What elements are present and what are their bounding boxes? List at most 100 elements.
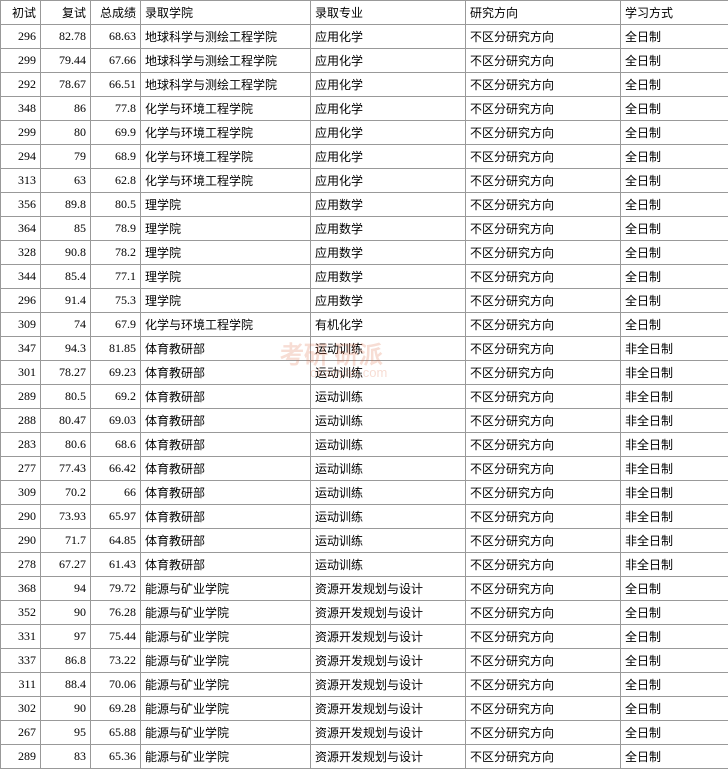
cell-fangshi: 非全日制 [621, 385, 728, 409]
cell-xueyuan: 化学与环境工程学院 [141, 97, 311, 121]
cell-chushi: 313 [1, 169, 41, 193]
cell-chushi: 328 [1, 241, 41, 265]
cell-zhuanye: 应用数学 [311, 241, 466, 265]
cell-fangshi: 非全日制 [621, 361, 728, 385]
cell-zhuanye: 应用化学 [311, 169, 466, 193]
cell-zong: 76.28 [91, 601, 141, 625]
cell-fushi: 79.44 [41, 49, 91, 73]
cell-zhuanye: 运动训练 [311, 433, 466, 457]
cell-fushi: 71.7 [41, 529, 91, 553]
cell-fangshi: 非全日制 [621, 433, 728, 457]
cell-zong: 68.6 [91, 433, 141, 457]
cell-zong: 75.3 [91, 289, 141, 313]
cell-chushi: 292 [1, 73, 41, 97]
cell-zhuanye: 运动训练 [311, 361, 466, 385]
table-row: 33786.873.22能源与矿业学院资源开发规划与设计不区分研究方向全日制 [1, 649, 728, 673]
cell-zhuanye: 运动训练 [311, 529, 466, 553]
cell-fangshi: 全日制 [621, 697, 728, 721]
cell-fushi: 94 [41, 577, 91, 601]
cell-chushi: 290 [1, 505, 41, 529]
cell-fushi: 90 [41, 697, 91, 721]
cell-fangshi: 非全日制 [621, 409, 728, 433]
cell-fushi: 85 [41, 217, 91, 241]
cell-fushi: 97 [41, 625, 91, 649]
cell-xueyuan: 体育教研部 [141, 409, 311, 433]
table-row: 29691.475.3理学院应用数学不区分研究方向全日制 [1, 289, 728, 313]
column-header-zhuanye: 录取专业 [311, 1, 466, 25]
cell-fushi: 80 [41, 121, 91, 145]
table-row: 34485.477.1理学院应用数学不区分研究方向全日制 [1, 265, 728, 289]
cell-fangxiang: 不区分研究方向 [466, 457, 621, 481]
cell-fangshi: 全日制 [621, 121, 728, 145]
cell-zhuanye: 运动训练 [311, 337, 466, 361]
cell-fangshi: 全日制 [621, 217, 728, 241]
cell-chushi: 283 [1, 433, 41, 457]
cell-fushi: 86 [41, 97, 91, 121]
cell-fangxiang: 不区分研究方向 [466, 433, 621, 457]
cell-xueyuan: 地球科学与测绘工程学院 [141, 49, 311, 73]
cell-fangshi: 全日制 [621, 721, 728, 745]
cell-zong: 69.9 [91, 121, 141, 145]
cell-fangxiang: 不区分研究方向 [466, 385, 621, 409]
cell-chushi: 294 [1, 145, 41, 169]
cell-xueyuan: 能源与矿业学院 [141, 745, 311, 769]
cell-zhuanye: 有机化学 [311, 313, 466, 337]
table-row: 27777.4366.42体育教研部运动训练不区分研究方向非全日制 [1, 457, 728, 481]
cell-zhuanye: 资源开发规划与设计 [311, 649, 466, 673]
cell-zong: 69.23 [91, 361, 141, 385]
cell-fushi: 80.6 [41, 433, 91, 457]
cell-fangxiang: 不区分研究方向 [466, 313, 621, 337]
cell-chushi: 296 [1, 25, 41, 49]
table-row: 2679565.88能源与矿业学院资源开发规划与设计不区分研究方向全日制 [1, 721, 728, 745]
cell-fushi: 83 [41, 745, 91, 769]
cell-chushi: 278 [1, 553, 41, 577]
cell-fushi: 78.27 [41, 361, 91, 385]
cell-fangshi: 全日制 [621, 289, 728, 313]
cell-fushi: 80.47 [41, 409, 91, 433]
cell-zong: 62.8 [91, 169, 141, 193]
cell-fangxiang: 不区分研究方向 [466, 625, 621, 649]
cell-xueyuan: 体育教研部 [141, 529, 311, 553]
cell-xueyuan: 理学院 [141, 217, 311, 241]
cell-zhuanye: 应用化学 [311, 25, 466, 49]
cell-zhuanye: 运动训练 [311, 481, 466, 505]
cell-fangxiang: 不区分研究方向 [466, 697, 621, 721]
table-row: 31188.470.06能源与矿业学院资源开发规划与设计不区分研究方向全日制 [1, 673, 728, 697]
cell-zhuanye: 应用数学 [311, 289, 466, 313]
table-row: 2898365.36能源与矿业学院资源开发规划与设计不区分研究方向全日制 [1, 745, 728, 769]
cell-chushi: 301 [1, 361, 41, 385]
table-row: 28980.569.2体育教研部运动训练不区分研究方向非全日制 [1, 385, 728, 409]
cell-fangxiang: 不区分研究方向 [466, 73, 621, 97]
cell-zhuanye: 资源开发规划与设计 [311, 601, 466, 625]
cell-chushi: 348 [1, 97, 41, 121]
cell-fangxiang: 不区分研究方向 [466, 97, 621, 121]
cell-chushi: 290 [1, 529, 41, 553]
cell-fangshi: 非全日制 [621, 505, 728, 529]
cell-zhuanye: 应用数学 [311, 217, 466, 241]
column-header-xueyuan: 录取学院 [141, 1, 311, 25]
cell-fangshi: 全日制 [621, 145, 728, 169]
table-row: 28380.668.6体育教研部运动训练不区分研究方向非全日制 [1, 433, 728, 457]
cell-fangxiang: 不区分研究方向 [466, 265, 621, 289]
cell-chushi: 356 [1, 193, 41, 217]
cell-zong: 69.03 [91, 409, 141, 433]
cell-zong: 68.9 [91, 145, 141, 169]
cell-fushi: 90 [41, 601, 91, 625]
cell-zong: 65.88 [91, 721, 141, 745]
table-row: 30178.2769.23体育教研部运动训练不区分研究方向非全日制 [1, 361, 728, 385]
cell-fangshi: 全日制 [621, 265, 728, 289]
cell-xueyuan: 理学院 [141, 265, 311, 289]
cell-zong: 69.28 [91, 697, 141, 721]
cell-fangxiang: 不区分研究方向 [466, 121, 621, 145]
cell-fangxiang: 不区分研究方向 [466, 361, 621, 385]
cell-fangshi: 全日制 [621, 673, 728, 697]
cell-chushi: 289 [1, 385, 41, 409]
cell-zhuanye: 运动训练 [311, 505, 466, 529]
cell-chushi: 309 [1, 313, 41, 337]
cell-chushi: 311 [1, 673, 41, 697]
cell-zong: 64.85 [91, 529, 141, 553]
cell-zhuanye: 运动训练 [311, 553, 466, 577]
table-row: 29071.764.85体育教研部运动训练不区分研究方向非全日制 [1, 529, 728, 553]
cell-xueyuan: 地球科学与测绘工程学院 [141, 25, 311, 49]
header-row: 初试复试总成绩录取学院录取专业研究方向学习方式 [1, 1, 728, 25]
